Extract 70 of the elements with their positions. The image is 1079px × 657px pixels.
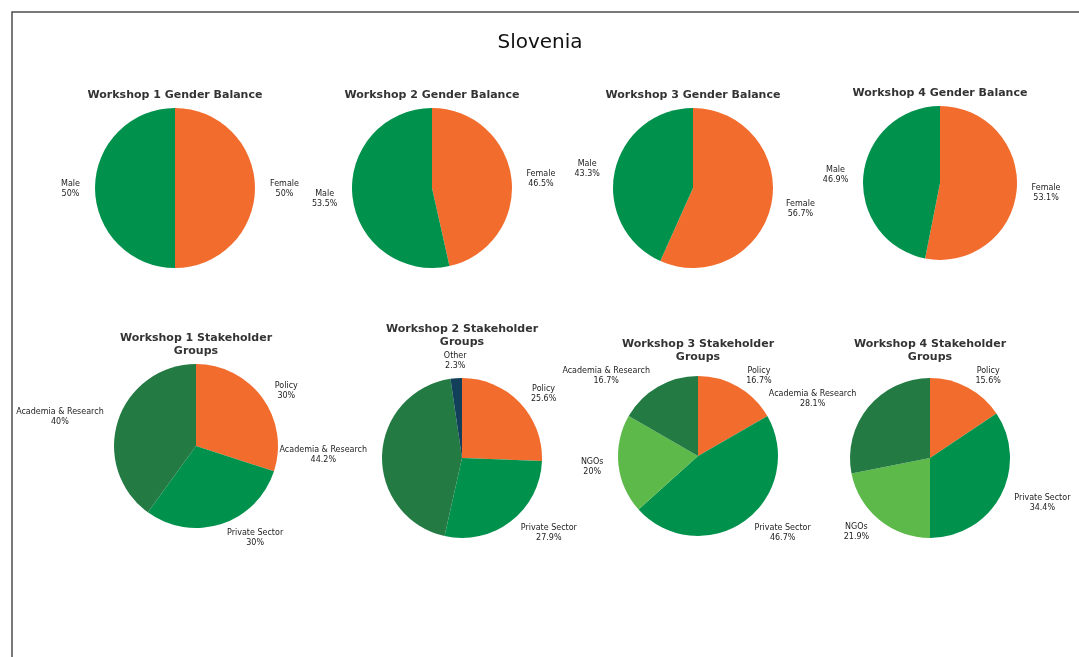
data-label: 53.5% (311, 199, 338, 209)
data-label: 30% (246, 538, 265, 548)
data-label: 28.1% (799, 399, 826, 409)
pie-slice (660, 108, 773, 268)
pie-slice (147, 446, 274, 528)
data-label: 50% (275, 189, 294, 198)
pie-slice (382, 378, 462, 537)
data-label: 25.6% (530, 393, 557, 403)
slice-label: Female (785, 198, 815, 208)
pie-slice (925, 106, 1017, 260)
chart-title: Workshop 1 Stakeholder Groups (119, 331, 273, 357)
slice-label: Private Sector (227, 528, 284, 538)
pie-slice (863, 106, 940, 259)
slice-label: Academia & Research (768, 389, 857, 399)
slice-label: Female (526, 168, 556, 178)
slice-label: Male (315, 189, 335, 199)
chart-title: Workshop 3 Gender Balance (605, 88, 781, 101)
slice-label: Female (1031, 182, 1061, 192)
data-label: 46.9% (822, 175, 849, 185)
chart-title: Workshop 2 Gender Balance (344, 88, 520, 101)
slice-label: Policy (747, 365, 771, 375)
data-label: 27.9% (536, 533, 562, 543)
slice-label: NGOs (845, 521, 868, 531)
pie-slice (628, 376, 698, 456)
data-label: 53.1% (1033, 192, 1060, 202)
chart-title: Workshop 2 Stakeholder Groups (385, 322, 539, 349)
slice-label: Other (443, 351, 468, 361)
pie-slice (618, 416, 698, 510)
slice-label: Private Sector (1014, 493, 1072, 503)
pie-slice (613, 108, 693, 262)
slice-label: Policy (274, 380, 299, 390)
data-label: 15.6% (975, 376, 1002, 386)
chart-title: Workshop 1 Gender Balance (87, 88, 263, 101)
pie-slice (432, 108, 512, 267)
data-label: 30% (277, 390, 296, 400)
pie-slice (930, 413, 1010, 538)
slice-label: Male (826, 165, 846, 175)
slice-label: Male (61, 179, 81, 188)
data-label: 20% (583, 466, 602, 476)
slice-label: Policy (976, 366, 1000, 376)
data-label: 46.7% (769, 533, 796, 543)
pie-slice (95, 108, 175, 268)
slice-label: Female (270, 179, 300, 188)
chart-title: Workshop 3 Stakeholder Groups (621, 336, 775, 363)
slice-label: Private Sector (520, 523, 578, 533)
chart-title: Workshop 4 Gender Balance (852, 86, 1028, 99)
pie-slice (450, 378, 462, 458)
slice-label: Academia & Research (562, 365, 650, 375)
data-label: 2.3% (445, 361, 466, 371)
data-label: 16.7% (746, 375, 773, 385)
data-label: 40% (51, 417, 70, 427)
slice-label: Male (577, 159, 597, 169)
data-label: 43.3% (574, 169, 601, 179)
slice-label: NGOs (580, 456, 604, 466)
data-label: 56.7% (787, 208, 814, 218)
pie-slice (175, 108, 255, 268)
chart-title: Workshop 4 Stakeholder Groups (853, 337, 1007, 364)
data-label: 34.4% (1029, 503, 1056, 513)
data-label: 50% (61, 189, 80, 198)
data-label: 46.5% (528, 178, 555, 188)
slice-label: Policy (532, 383, 556, 393)
text: Slovenia (497, 29, 583, 53)
slice-label: Academia & Research (279, 445, 368, 455)
data-label: 16.7% (593, 375, 620, 385)
pie-slice (352, 108, 450, 268)
slice-label: Private Sector (754, 523, 812, 533)
data-label: 21.9% (843, 531, 870, 541)
pie-slice (114, 364, 196, 513)
slice-label: Academia & Research (16, 407, 104, 417)
data-label: 44.2% (310, 455, 337, 465)
